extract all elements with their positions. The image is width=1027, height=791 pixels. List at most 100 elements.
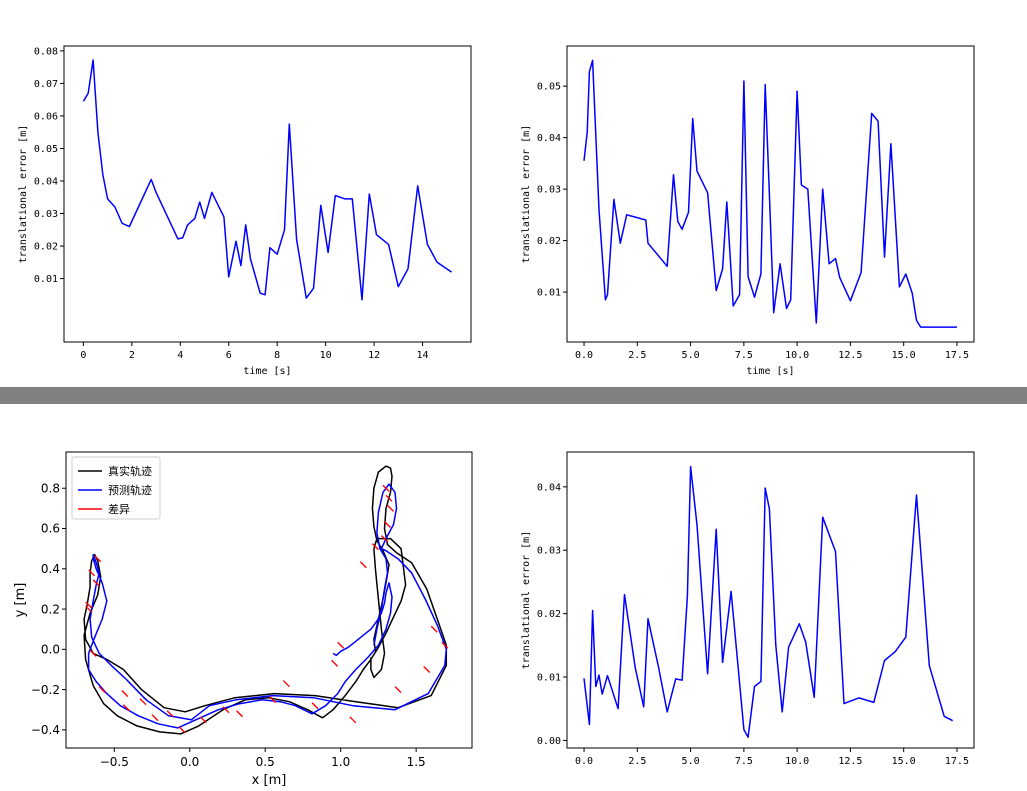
y-tick-label: 0.03 [537, 546, 561, 557]
series-line-1 [87, 483, 448, 729]
x-tick-label: 2 [129, 350, 135, 361]
plot-area [583, 59, 957, 328]
x-axis-label: time [s] [746, 366, 794, 377]
y-tick-label: 0.07 [34, 79, 58, 90]
y-axis-label: translational error [m] [521, 531, 532, 669]
legend-box [71, 456, 161, 520]
axes-frame [63, 45, 472, 343]
y-tick-label: 0.02 [537, 236, 561, 247]
difference-segment [139, 698, 147, 706]
x-tick-label: 15.0 [892, 350, 916, 361]
axes-frame [566, 451, 975, 749]
axes-frame [566, 45, 975, 343]
difference-segment [311, 702, 319, 710]
y-tick-label: 0.2 [41, 602, 60, 616]
x-tick-label: 0.0 [575, 350, 593, 361]
difference-segment [282, 680, 290, 688]
y-axis-label: translational error [m] [18, 125, 29, 263]
x-tick-label: 17.5 [945, 756, 969, 767]
difference-segment [387, 504, 394, 512]
error-series-line [583, 59, 957, 328]
x-tick-label: 0.0 [180, 755, 199, 769]
difference-segment [394, 686, 402, 694]
y-tick-label: 0.01 [537, 288, 561, 299]
chart-panel-top-right: 0.0 2.5 5.0 7.5 10.0 12.5 15.0 17.5 0.01 0.02 0.03… [521, 45, 975, 377]
y-tick-label: 0.05 [537, 82, 561, 93]
difference-segment [349, 716, 357, 724]
error-series-line [583, 465, 954, 738]
y-tick-label: 0.08 [34, 46, 58, 57]
y-axis-label: translational error [m] [521, 125, 532, 263]
difference-segment [382, 484, 390, 492]
x-tick-label: 1.0 [331, 755, 350, 769]
difference-segment [89, 649, 97, 657]
difference-segment [269, 696, 277, 704]
difference-segment [166, 710, 174, 718]
x-tick-label: 1.5 [407, 755, 426, 769]
difference-segment [380, 535, 388, 543]
y-tick-label: 0.05 [34, 144, 58, 155]
difference-segment [92, 579, 100, 587]
difference-segment [441, 641, 449, 649]
x-tick-label: 0 [80, 350, 86, 361]
y-tick-label: 0.01 [34, 274, 58, 285]
y-tick-label: 0.03 [537, 185, 561, 196]
plot-area [583, 465, 954, 738]
difference-segment [88, 569, 96, 577]
x-tick-label: 14 [417, 350, 429, 361]
x-tick-label: 12 [368, 350, 380, 361]
series-line-0 [83, 465, 448, 735]
difference-segment [359, 561, 367, 569]
x-tick-label: 7.5 [735, 756, 753, 767]
difference-segment [85, 605, 93, 613]
difference-segment [98, 686, 106, 694]
x-tick-label: 0.0 [575, 756, 593, 767]
x-tick-label: 12.5 [838, 756, 862, 767]
y-tick-label: 0.03 [34, 209, 58, 220]
difference-segment [121, 690, 129, 698]
y-tick-label: 0.00 [537, 736, 561, 747]
legend-label: 差异 [108, 502, 130, 516]
y-tick-label: 0.04 [537, 482, 561, 493]
x-tick-label: 10.0 [785, 756, 809, 767]
difference-segment [222, 706, 230, 714]
x-tick-label: −0.5 [100, 755, 129, 769]
x-tick-label: 7.5 [735, 350, 753, 361]
chart-panel-bottom-left: −0.5 0.0 0.5 1.0 1.5 −0.4 −0.2 0.0 0.2 0.4 0.6 0.8 x… [13, 451, 473, 788]
x-tick-label: 4 [177, 350, 183, 361]
difference-segment [85, 601, 93, 609]
panel-separator-bar [0, 387, 1027, 404]
x-tick-label: 17.5 [945, 350, 969, 361]
difference-segment [122, 704, 130, 712]
difference-segment [199, 716, 207, 724]
x-tick-label: 8 [274, 350, 280, 361]
x-tick-label: 10 [320, 350, 332, 361]
y-tick-label: 0.02 [34, 242, 58, 253]
plot-area [82, 59, 453, 301]
axes-frame [65, 451, 473, 749]
legend-label: 预测轨迹 [108, 483, 152, 497]
y-axis-label: y [m] [13, 583, 28, 618]
x-tick-label: 5.0 [682, 350, 700, 361]
plot-area [83, 465, 449, 735]
chart-panel-bottom-right: 0.0 2.5 5.0 7.5 10.0 12.5 15.0 17.5 0.00 0.01 0.02… [521, 451, 975, 767]
chart-panel-top-left: 0 2 4 6 8 10 12 14 0.01 0.02 0.03 0.04 0.05 0.06 0.07 0… [18, 45, 472, 377]
y-tick-label: 0.0 [41, 643, 60, 657]
difference-segment [94, 555, 102, 563]
y-tick-label: 0.02 [537, 609, 561, 620]
x-tick-label: 2.5 [628, 350, 646, 361]
difference-segment [236, 710, 244, 718]
y-tick-label: 0.4 [41, 562, 60, 576]
x-tick-label: 2.5 [628, 756, 646, 767]
difference-segment [337, 641, 345, 649]
error-series-line [82, 59, 453, 301]
difference-segment [423, 665, 431, 673]
difference-segment [371, 543, 379, 551]
x-tick-label: 15.0 [892, 756, 916, 767]
difference-segment [430, 625, 438, 633]
difference-segment [151, 714, 159, 722]
legend-label: 真实轨迹 [108, 464, 152, 478]
difference-segment [385, 494, 393, 502]
